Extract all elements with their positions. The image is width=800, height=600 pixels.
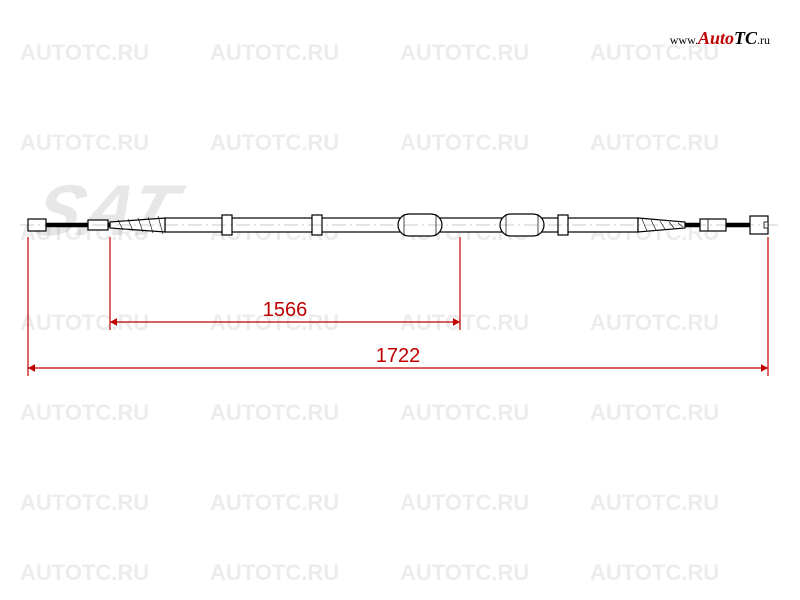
cable-diagram: 1566 1722 <box>0 0 800 600</box>
dimension-label: 1722 <box>376 345 421 367</box>
dimension-label: 1566 <box>263 299 308 321</box>
